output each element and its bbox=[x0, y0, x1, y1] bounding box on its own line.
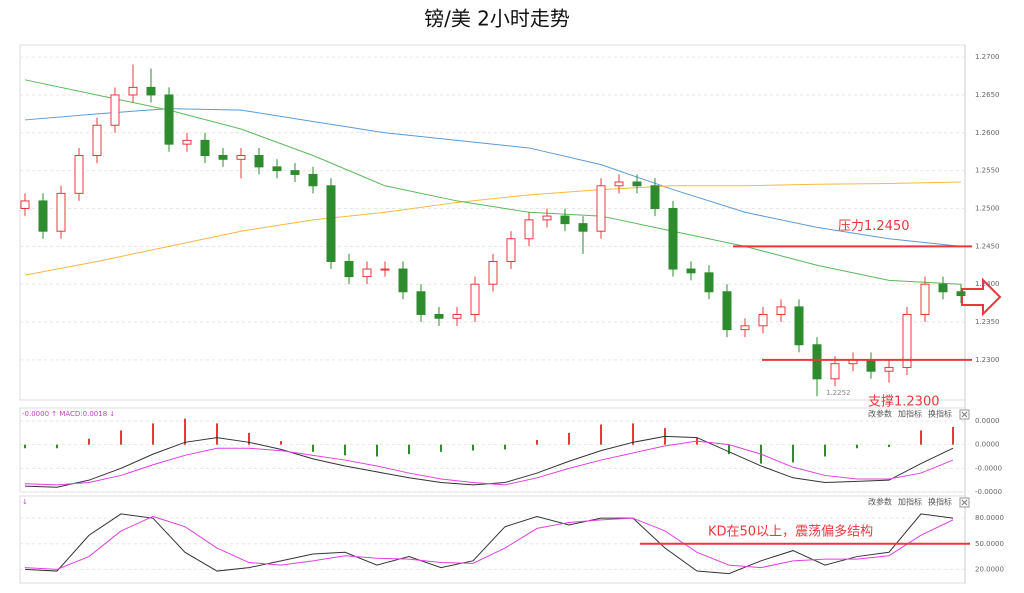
y-tick-label: 1.2300 bbox=[975, 356, 1000, 364]
y-tick-label: 1.2400 bbox=[975, 280, 1000, 288]
candle-body bbox=[110, 94, 120, 126]
toolbar-button[interactable]: 换指标 bbox=[928, 409, 952, 419]
y-tick-label: 1.2650 bbox=[975, 91, 1000, 99]
candle-body bbox=[38, 200, 48, 232]
macd-frame bbox=[19, 407, 966, 493]
macd-line bbox=[24, 440, 954, 486]
kd-line bbox=[24, 513, 954, 575]
toolbar-button[interactable]: 加指标 bbox=[898, 409, 922, 419]
candle-body bbox=[506, 238, 516, 262]
y-tick-label: 1.2550 bbox=[975, 167, 1000, 175]
y-tick-label: 50.0000 bbox=[975, 540, 1004, 548]
toolbar-button[interactable]: 改参数 bbox=[868, 497, 892, 507]
candle-body bbox=[146, 86, 156, 96]
close-button[interactable] bbox=[959, 409, 970, 420]
candle-body bbox=[722, 291, 732, 331]
candle-body bbox=[398, 268, 408, 293]
y-tick-label: 20.0000 bbox=[975, 565, 1004, 573]
candle-body bbox=[470, 283, 480, 315]
y-tick-label: 1.2350 bbox=[975, 318, 1000, 326]
candle-body bbox=[704, 272, 714, 293]
candle-body bbox=[488, 260, 498, 285]
moving-average bbox=[24, 79, 962, 285]
moving-average bbox=[24, 108, 962, 247]
candle-body bbox=[812, 344, 822, 380]
panel-header: ↓ bbox=[22, 498, 28, 506]
candle-body bbox=[416, 291, 426, 315]
candle-body bbox=[128, 86, 138, 96]
y-tick-label: 80.0000 bbox=[975, 514, 1004, 522]
candle-body bbox=[452, 313, 462, 319]
candle-body bbox=[902, 313, 912, 368]
candle-body bbox=[218, 155, 228, 160]
candle-body bbox=[20, 200, 30, 209]
y-tick-label: 1.2600 bbox=[975, 129, 1000, 137]
candle-body bbox=[632, 181, 642, 187]
candle-body bbox=[308, 173, 318, 187]
candle-body bbox=[524, 219, 534, 240]
candle-body bbox=[650, 185, 660, 209]
candle-body bbox=[596, 185, 606, 232]
candle-body bbox=[74, 155, 84, 194]
y-tick-label: -0.0000 bbox=[975, 464, 1002, 472]
panel-header: -0.0000 ↑ MACD:0.0018 ↓ bbox=[22, 410, 115, 418]
candle-body bbox=[542, 215, 552, 221]
candle-body bbox=[236, 155, 246, 160]
close-button[interactable] bbox=[959, 497, 970, 508]
candle-body bbox=[686, 268, 696, 274]
candle-body bbox=[920, 283, 930, 315]
candle-body bbox=[326, 185, 336, 262]
candle-body bbox=[290, 170, 300, 175]
kd-line bbox=[24, 515, 954, 570]
candle-body bbox=[614, 181, 624, 187]
candle-body bbox=[380, 268, 390, 271]
candle-body bbox=[668, 207, 678, 270]
candle-body bbox=[938, 283, 948, 293]
y-tick-label: 0.0000 bbox=[975, 417, 1000, 425]
candle-body bbox=[434, 313, 444, 319]
y-tick-label: 1.2500 bbox=[975, 204, 1000, 212]
toolbar-button[interactable]: 改参数 bbox=[868, 409, 892, 419]
toolbar-button[interactable]: 加指标 bbox=[898, 497, 922, 507]
candle-body bbox=[254, 155, 264, 168]
candle-body bbox=[164, 94, 174, 145]
y-tick-label: 1.2700 bbox=[975, 53, 1000, 61]
direction-arrow bbox=[961, 277, 1002, 317]
candle-body bbox=[92, 124, 102, 157]
candle-body bbox=[272, 166, 282, 172]
y-tick-label: 1.2450 bbox=[975, 242, 1000, 250]
candle-body bbox=[884, 366, 894, 372]
candle-body bbox=[758, 313, 768, 327]
candle-body bbox=[740, 325, 750, 331]
candle-body bbox=[200, 139, 210, 157]
candle-body bbox=[794, 306, 804, 346]
candle-body bbox=[56, 192, 66, 232]
y-tick-label: -0.0000 bbox=[975, 488, 1002, 496]
candle-body bbox=[956, 291, 966, 297]
candle-body bbox=[830, 363, 840, 380]
candle-body bbox=[344, 260, 354, 278]
y-tick-label: 0.0000 bbox=[975, 441, 1000, 449]
main-frame bbox=[19, 44, 966, 401]
candle-body bbox=[362, 268, 372, 278]
moving-average bbox=[24, 181, 962, 276]
candle-body bbox=[866, 359, 876, 372]
level-label: KD在50以上，震荡偏多结构 bbox=[708, 523, 873, 539]
low-label: 1.2252 bbox=[826, 389, 851, 397]
candle-body bbox=[560, 215, 570, 225]
toolbar-button[interactable]: 换指标 bbox=[928, 497, 952, 507]
candle-body bbox=[182, 139, 192, 145]
level-label: 压力1.2450 bbox=[838, 219, 910, 234]
candle-body bbox=[776, 306, 786, 315]
chart-title: 镑/美 2小时走势 bbox=[424, 7, 570, 31]
candle-body bbox=[578, 223, 588, 232]
level-label: 支撑1.2300 bbox=[868, 394, 940, 409]
